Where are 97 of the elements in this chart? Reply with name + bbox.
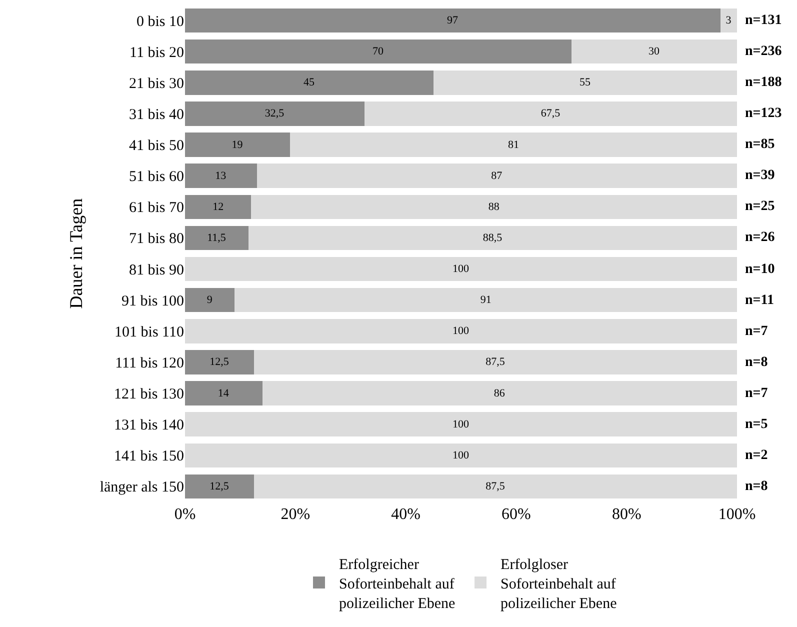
y-tick-label: 61 bis 70 xyxy=(128,200,184,216)
data-label: 67,5 xyxy=(540,108,561,120)
bar xyxy=(720,8,737,33)
bar xyxy=(254,350,737,374)
bar xyxy=(185,102,364,126)
bar xyxy=(185,256,737,282)
y-tick-label: 91 bis 100 xyxy=(121,293,184,310)
y-tick-label: 101 bis 110 xyxy=(114,324,184,340)
text: n=5 xyxy=(745,417,768,432)
data-label: 13 xyxy=(215,170,227,182)
bar xyxy=(185,226,248,250)
data-label: 91 xyxy=(480,294,492,306)
y-tick-label: 41 bis 50 xyxy=(128,138,184,154)
bar xyxy=(185,474,254,499)
data-label: 86 xyxy=(494,387,506,400)
text: n=188 xyxy=(745,75,782,90)
data-label: 87,5 xyxy=(486,480,506,492)
text: n=8 xyxy=(745,355,768,370)
data-label: 100 xyxy=(452,263,470,276)
data-label: 11,5 xyxy=(207,232,226,244)
bar xyxy=(290,132,737,157)
text: n=85 xyxy=(745,137,775,152)
text: n=7 xyxy=(745,386,768,401)
bar xyxy=(185,319,737,344)
legend-label: Erfolgreicher Soforteinbehalt auf polizeilicher Ebene xyxy=(339,556,456,612)
bar xyxy=(185,381,262,406)
x-tick-label: 60% xyxy=(502,506,531,523)
y-tick-label: 81 bis 90 xyxy=(128,262,184,278)
text: n=123 xyxy=(745,106,782,121)
data-label: 100 xyxy=(452,325,470,338)
x-tick-label: 0% xyxy=(174,506,196,523)
y-axis-title: Dauer in Tagen xyxy=(66,198,86,309)
data-label: 19 xyxy=(232,138,244,151)
bar xyxy=(185,164,257,188)
text: n=8 xyxy=(745,479,768,494)
data-label: 100 xyxy=(452,418,470,430)
bar xyxy=(433,70,737,95)
bar xyxy=(364,102,737,126)
bar xyxy=(254,474,737,499)
y-tick-label: länger als 150 xyxy=(100,480,184,496)
y-tick-label: 31 bis 40 xyxy=(128,106,184,123)
bar xyxy=(185,39,572,64)
x-tick-label: 100% xyxy=(718,506,756,523)
bar xyxy=(234,288,737,312)
y-tick-label: 131 bis 140 xyxy=(114,418,184,434)
bar xyxy=(185,288,235,312)
data-label: 87 xyxy=(491,170,503,182)
x-tick-label: 80% xyxy=(612,506,642,523)
bar xyxy=(185,194,252,220)
data-label: 100 xyxy=(452,449,470,462)
y-tick-label: 0 bis 10 xyxy=(136,14,184,30)
y-tick-label: 51 bis 60 xyxy=(128,169,184,186)
data-label: 30 xyxy=(648,46,660,58)
bar xyxy=(185,443,737,468)
data-label: 12,5 xyxy=(210,356,230,368)
bar xyxy=(185,132,290,157)
x-tick-label: 40% xyxy=(391,506,420,523)
y-tick-label: 111 bis 120 xyxy=(115,355,184,372)
x-tick-label: 20% xyxy=(280,506,310,523)
data-label: 3 xyxy=(726,14,732,27)
data-label: 12 xyxy=(212,200,224,213)
legend-label: Erfolgloser Soforteinbehalt auf polizeilicher Ebene xyxy=(500,556,618,612)
data-label: 88,5 xyxy=(482,232,503,244)
bar xyxy=(185,8,720,33)
bar xyxy=(256,164,737,188)
y-tick-label: 121 bis 130 xyxy=(114,386,184,403)
data-label: 88 xyxy=(488,200,500,213)
bar xyxy=(185,412,737,436)
data-label: 55 xyxy=(579,76,591,89)
bar xyxy=(185,350,254,374)
bar xyxy=(251,194,737,220)
data-label: 9 xyxy=(206,294,213,306)
data-label: 12,5 xyxy=(210,480,230,492)
text: n=236 xyxy=(745,44,782,59)
data-label: 97 xyxy=(446,14,458,27)
bar xyxy=(248,226,737,250)
bar xyxy=(262,381,737,406)
bar xyxy=(185,70,434,95)
text: n=26 xyxy=(745,230,775,245)
data-label: 87,5 xyxy=(486,356,506,368)
text: n=10 xyxy=(745,262,775,277)
text: n=131 xyxy=(745,13,782,28)
data-label: 81 xyxy=(508,138,519,151)
bar xyxy=(571,39,737,64)
text: n=39 xyxy=(745,168,775,183)
y-tick-label: 141 bis 150 xyxy=(114,448,184,465)
text: n=2 xyxy=(745,448,768,463)
data-label: 32,5 xyxy=(264,108,285,120)
y-tick-label: 11 bis 20 xyxy=(130,44,184,61)
text: n=7 xyxy=(745,324,768,339)
data-label: 45 xyxy=(303,76,315,89)
y-tick-label: 71 bis 80 xyxy=(128,231,184,248)
text: n=25 xyxy=(745,199,775,214)
data-label: 14 xyxy=(218,387,230,400)
data-label: 70 xyxy=(372,46,384,58)
y-tick-label: 21 bis 30 xyxy=(128,76,184,92)
text: n=11 xyxy=(745,293,774,308)
